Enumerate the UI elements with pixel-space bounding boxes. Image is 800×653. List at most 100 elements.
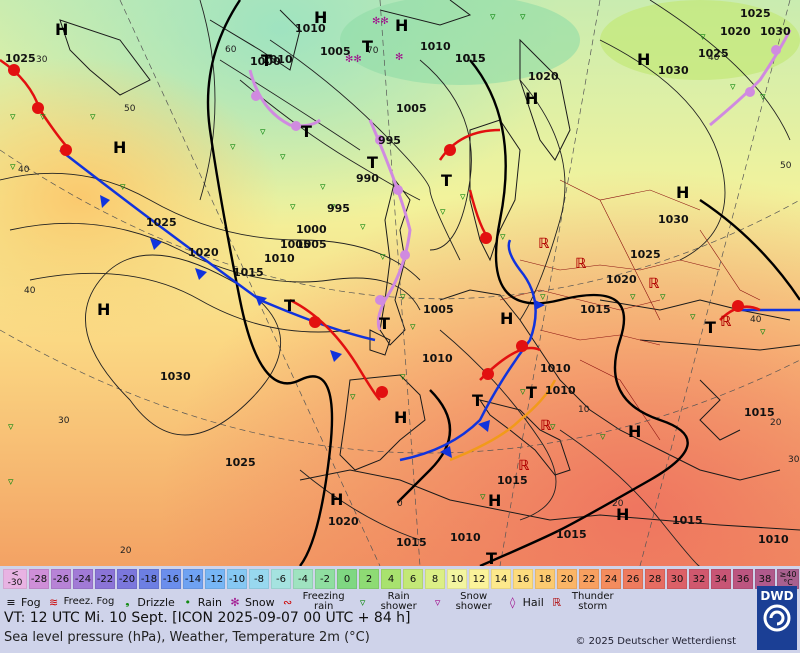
temperature-label: 50 <box>780 161 792 171</box>
svg-text:▿: ▿ <box>360 220 366 233</box>
scale-cell: -16 <box>161 569 181 589</box>
pressure-label: 1015 <box>744 406 775 419</box>
scale-cell: 36 <box>733 569 753 589</box>
pressure-label: 1000 <box>250 55 281 68</box>
scale-cell: -14 <box>183 569 203 589</box>
scale-cell: 30 <box>667 569 687 589</box>
temperature-label: 30 <box>58 416 70 426</box>
map-svg: ▿ ▿ ▿ ▿▿▿ ▿▿▿ ▿ ▿▿ ▿▿▿ ▿ ▿ ▿ ▿▿▿ ▿▿▿ ▿▿▿ ▿▿▿ … <box>0 0 800 566</box>
low-pressure: T <box>367 153 378 172</box>
svg-text:▿: ▿ <box>290 200 296 213</box>
svg-text:▿: ▿ <box>730 80 736 93</box>
scale-cell: 24 <box>601 569 621 589</box>
svg-text:▿: ▿ <box>490 10 496 23</box>
low-pressure: T <box>301 122 312 141</box>
pressure-label: 1015 <box>497 474 528 487</box>
svg-text:▿: ▿ <box>500 230 506 243</box>
scale-cell-min: < -30 <box>3 569 27 589</box>
legend-label: Snow shower <box>455 591 492 612</box>
scale-cell: -4 <box>293 569 313 589</box>
scale-cell: 4 <box>381 569 401 589</box>
high-pressure: H <box>314 8 327 27</box>
trough-line <box>449 379 557 462</box>
svg-text:▿: ▿ <box>700 30 706 43</box>
pressure-label: 995 <box>327 202 350 215</box>
temperature-label: 40 <box>18 165 30 175</box>
pressure-label: 1005 <box>396 102 427 115</box>
low-pressure: T <box>526 383 537 402</box>
temperature-label: 20 <box>120 546 132 556</box>
temperature-label: 50 <box>124 104 136 114</box>
high-pressure: H <box>676 183 689 202</box>
svg-text:▿: ▿ <box>660 290 666 303</box>
scale-cell: 22 <box>579 569 599 589</box>
high-pressure: H <box>97 300 110 319</box>
pressure-label: 1010 <box>295 22 326 35</box>
temperature-label: 60 <box>225 45 237 55</box>
pressure-label: 1015 <box>455 52 486 65</box>
temperature-scale: < -30 -28 -26 -24 -22 -20 -18 -16 -14 -12 -10 -8 -6 -4… <box>3 569 800 593</box>
high-pressure: H <box>616 505 629 524</box>
svg-text:▿: ▿ <box>320 180 326 193</box>
svg-text:▿: ▿ <box>350 390 356 403</box>
legend-drizzle: ❟ Drizzle <box>120 595 175 609</box>
occluded-front-marks <box>251 45 781 305</box>
svg-text:▿: ▿ <box>550 420 556 433</box>
svg-text:▿: ▿ <box>230 140 236 153</box>
pressure-label: 1005 <box>296 238 327 251</box>
scale-cell: -18 <box>139 569 159 589</box>
low-pressure: T <box>486 549 497 566</box>
legend-freezing-rain: ∾ Freezing rain <box>281 592 350 612</box>
legend-label: Rain <box>197 595 222 609</box>
pressure-label: 1015 <box>672 514 703 527</box>
svg-text:▿: ▿ <box>480 490 486 503</box>
cold-front <box>59 149 800 462</box>
weather-legend: ≡ Fog ≋ Freez. Fog ❟ Drizzle • Rain ✻ Snow ∾ Freezi… <box>4 592 625 612</box>
svg-text:▿: ▿ <box>460 190 466 203</box>
pressure-label: 1025 <box>5 52 36 65</box>
low-pressure: T <box>472 391 483 410</box>
thunder-symbols: ℝ ℝ ℝ ℝ ℝ ℝ <box>518 236 732 474</box>
low-pressure: T <box>441 171 452 190</box>
high-pressure: H <box>488 491 501 510</box>
legend-label: Freez. Fog <box>63 596 115 607</box>
legend-hail: ◊ Hail <box>506 595 544 609</box>
scale-cell: -26 <box>51 569 71 589</box>
pressure-label: 1020 <box>720 25 751 38</box>
pressure-label: 1015 <box>556 528 587 541</box>
legend-snow-shower: ▿ Snow shower <box>431 592 500 612</box>
scale-cell: -28 <box>29 569 49 589</box>
weather-symbols: ▿ ▿ ▿ ▿▿▿ ▿▿▿ ▿ ▿▿ ▿▿▿ ▿ ▿ ▿ ▿▿▿ ▿▿▿ ▿▿▿ ▿▿▿ … <box>8 10 766 503</box>
svg-text:▿: ▿ <box>760 325 766 338</box>
svg-text:▿: ▿ <box>540 290 546 303</box>
scale-cell-max: ≥40 °C <box>777 569 799 589</box>
high-pressure: H <box>628 422 641 441</box>
svg-text:▿: ▿ <box>410 320 416 333</box>
svg-text:▿: ▿ <box>10 110 16 123</box>
pressure-label: 1025 <box>740 7 771 20</box>
svg-text:▿: ▿ <box>520 385 526 398</box>
high-pressure: H <box>525 89 538 108</box>
legend-thunderstorm: ℝ Thunder storm <box>550 592 619 612</box>
scale-cell: 6 <box>403 569 423 589</box>
scale-cell: 20 <box>557 569 577 589</box>
scale-cell: -8 <box>249 569 269 589</box>
freezing-fog-icon: ≋ <box>49 595 59 609</box>
low-pressure: T <box>261 51 272 70</box>
scale-cell: -6 <box>271 569 291 589</box>
svg-text:▿: ▿ <box>440 205 446 218</box>
scale-cell: -2 <box>315 569 335 589</box>
svg-text:✻: ✻ <box>395 52 403 63</box>
pressure-label: 1010 <box>545 384 576 397</box>
rain-shower-icon: ▿ <box>359 595 366 609</box>
scale-cell: -20 <box>117 569 137 589</box>
svg-text:ℝ: ℝ <box>538 236 550 252</box>
scale-cell: 2 <box>359 569 379 589</box>
scale-cell: 18 <box>535 569 555 589</box>
scale-cell: 16 <box>513 569 533 589</box>
svg-text:▿: ▿ <box>90 110 96 123</box>
svg-text:▿: ▿ <box>120 180 126 193</box>
svg-text:▿: ▿ <box>520 10 526 23</box>
scale-cell: 28 <box>645 569 665 589</box>
high-pressure: H <box>500 309 513 328</box>
